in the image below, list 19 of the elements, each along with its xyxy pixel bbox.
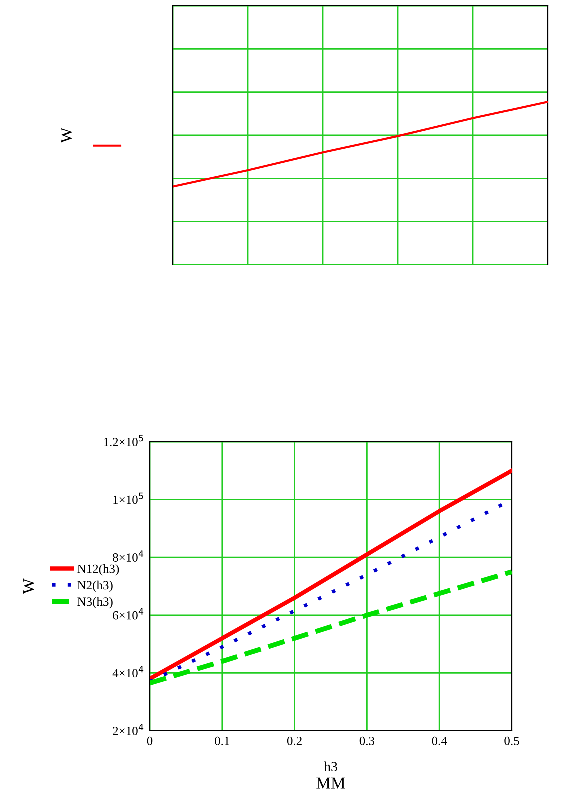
text: MM [316, 778, 346, 789]
legend-label: N2(h3) [78, 580, 113, 592]
y-axis-title: W [61, 128, 72, 144]
x-tick-label: 0.1 [215, 736, 230, 746]
y-tick-label: 1.2×10$^{5}$ [104, 435, 144, 447]
y-tick-label: 1×10$^{5}$ [114, 492, 144, 504]
y-tick-label: 2×10$^{4}$ [113, 724, 144, 736]
x-axis-title: h3 [324, 762, 338, 772]
x-tick-label: 0.5 [504, 736, 520, 746]
x-tick-label: 0.4 [432, 736, 448, 746]
legend-label: N12(h3) [78, 564, 120, 576]
y-tick-label: 6×10$^{4}$ [113, 608, 144, 620]
y-tick-label: 4×10$^{4}$ [112, 666, 144, 678]
x-tick-label: 0.3 [360, 736, 375, 746]
y-axis-title: W [23, 578, 34, 594]
legend-label: N3(h3) [78, 597, 113, 609]
x-tick-label: 0.2 [287, 736, 302, 746]
y-tick-label: 8×10$^{4}$ [113, 550, 144, 562]
x-tick-label: 0 [147, 736, 153, 746]
